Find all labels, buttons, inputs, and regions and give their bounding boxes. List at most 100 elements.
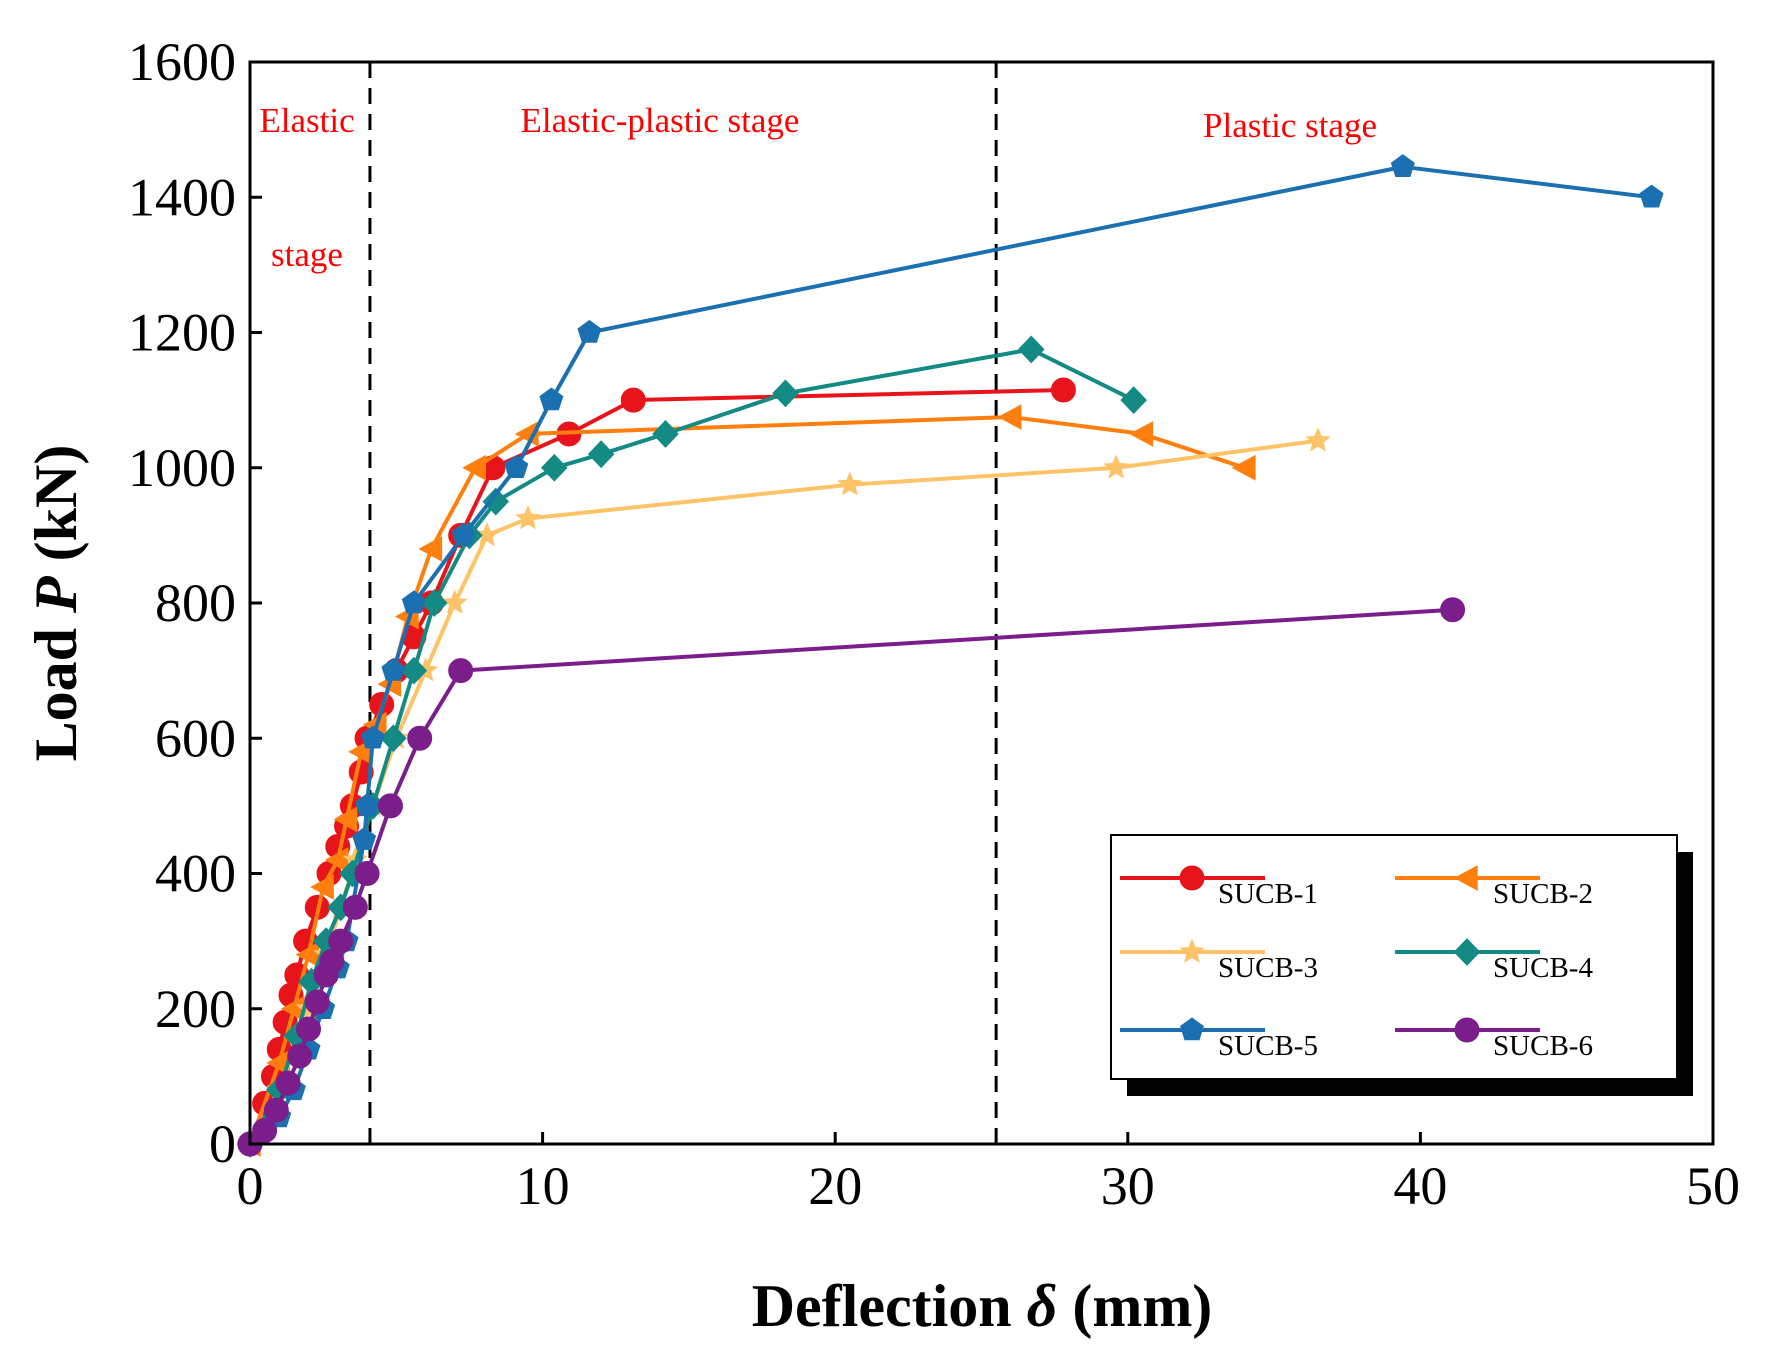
data-point [539,387,564,411]
data-point [328,928,354,954]
tick-layer: 0 10 20 30 40 50 0 200 400 600 800 1000 1200 1400 1600 [128,32,1740,1216]
legend-swatch-marker [1454,1017,1480,1043]
data-point [263,1097,289,1123]
x-tick-label: 10 [516,1156,570,1216]
data-point [652,420,679,448]
data-point [400,656,428,685]
data-point [1103,454,1129,479]
y-tick-label: 800 [155,573,236,633]
legend-swatch-marker [1179,865,1205,891]
legend-item-sucb-2: SUCB-2 [1395,865,1593,910]
data-point [462,454,487,481]
data-point [1305,427,1331,452]
data-point [1440,597,1466,623]
legend-swatch-marker [1453,865,1478,891]
data-point [1129,421,1154,447]
data-point [837,471,863,496]
data-point [442,589,468,614]
legend-item-sucb-3: SUCB-3 [1120,938,1318,984]
data-point [577,319,602,343]
data-point [310,874,334,900]
data-point [377,793,403,819]
data-point [515,505,541,530]
x-tick-label: 30 [1101,1156,1155,1216]
x-axis-title-suffix: (mm) [1057,1273,1212,1339]
data-point [448,658,474,684]
data-point [352,827,377,850]
data-point [587,440,615,469]
legend-label: SUCB-5 [1218,1030,1318,1062]
x-tick-label: 0 [237,1156,264,1216]
legend-label: SUCB-4 [1493,952,1593,984]
data-point [342,894,368,920]
data-point [772,379,799,408]
plot-area [368,62,998,1144]
x-axis-title-prefix: Deflection [752,1273,1027,1339]
data-point [355,793,380,817]
series-line [248,415,1246,1145]
y-tick-label: 1600 [128,32,236,92]
series-sucb-1 [237,377,1076,1157]
data-point [354,861,380,886]
legend-item-sucb-1: SUCB-1 [1120,865,1318,910]
data-point [1231,454,1256,481]
x-axis-title: Deflection δ (mm) [752,1273,1213,1339]
y-tick-label: 1400 [128,167,236,227]
data-point [418,536,443,562]
legend-items: SUCB-1 SUCB-2 SUCB-3 SUCB-4 SUCB-5 SUCB-6 [1120,865,1593,1062]
data-point [275,1070,301,1096]
series-sucb-6 [237,597,1466,1157]
annotation-plastic-stage: Plastic stage [1203,106,1377,145]
legend-item-sucb-6: SUCB-6 [1395,1017,1593,1062]
data-point [451,522,476,546]
data-point [421,589,448,617]
y-axis-title: Load P (kN) [23,445,89,762]
legend-label: SUCB-3 [1218,952,1318,984]
data-point [482,487,510,516]
y-tick-label: 400 [155,844,236,904]
data-point [1050,377,1076,403]
data-point [541,453,568,482]
data-point [620,387,646,413]
data-point [381,657,406,681]
legend-label: SUCB-6 [1493,1030,1593,1062]
data-point [287,1043,313,1069]
data-point [1390,154,1415,177]
data-point [407,725,433,751]
series-layer [236,154,1664,1158]
y-axis-title-symbol: P [23,575,89,614]
annotation-elastic-line2: stage [271,235,343,274]
x-tick-label: 50 [1686,1156,1740,1216]
data-point [333,806,358,833]
data-point [1017,335,1045,364]
legend-swatch-marker [1179,938,1205,963]
data-point [304,989,330,1015]
legend-label: SUCB-2 [1493,878,1593,910]
y-axis-title-suffix: (kN) [23,445,89,577]
annotation-elastic-plastic-stage: Elastic-plastic stage [521,101,800,140]
legend-box [1110,834,1678,1080]
data-point [1639,184,1664,208]
data-point [1120,386,1147,415]
series-line [248,347,1135,1145]
legend-label: SUCB-1 [1218,878,1318,910]
data-point [360,725,385,749]
y-tick-label: 600 [155,708,236,768]
series-sucb-2 [236,404,1256,1157]
legend-swatch-marker [1180,1017,1204,1041]
legend: SUCB-1 SUCB-2 SUCB-3 SUCB-4 SUCB-5 SUCB-6 [1110,834,1693,1096]
x-tick-label: 20 [808,1156,862,1216]
legend-item-sucb-4: SUCB-4 [1395,938,1593,984]
data-point [252,1117,278,1143]
y-tick-label: 200 [155,979,236,1039]
y-tick-label: 0 [209,1114,236,1174]
legend-item-sucb-5: SUCB-5 [1120,1017,1318,1062]
annotation-elastic-line1: Elastic [259,101,354,140]
data-point [997,404,1022,430]
x-axis-title-symbol: δ [1027,1273,1058,1339]
y-tick-label: 1200 [128,303,236,363]
data-point [504,455,529,478]
data-point [401,590,426,614]
data-point [296,1016,322,1042]
